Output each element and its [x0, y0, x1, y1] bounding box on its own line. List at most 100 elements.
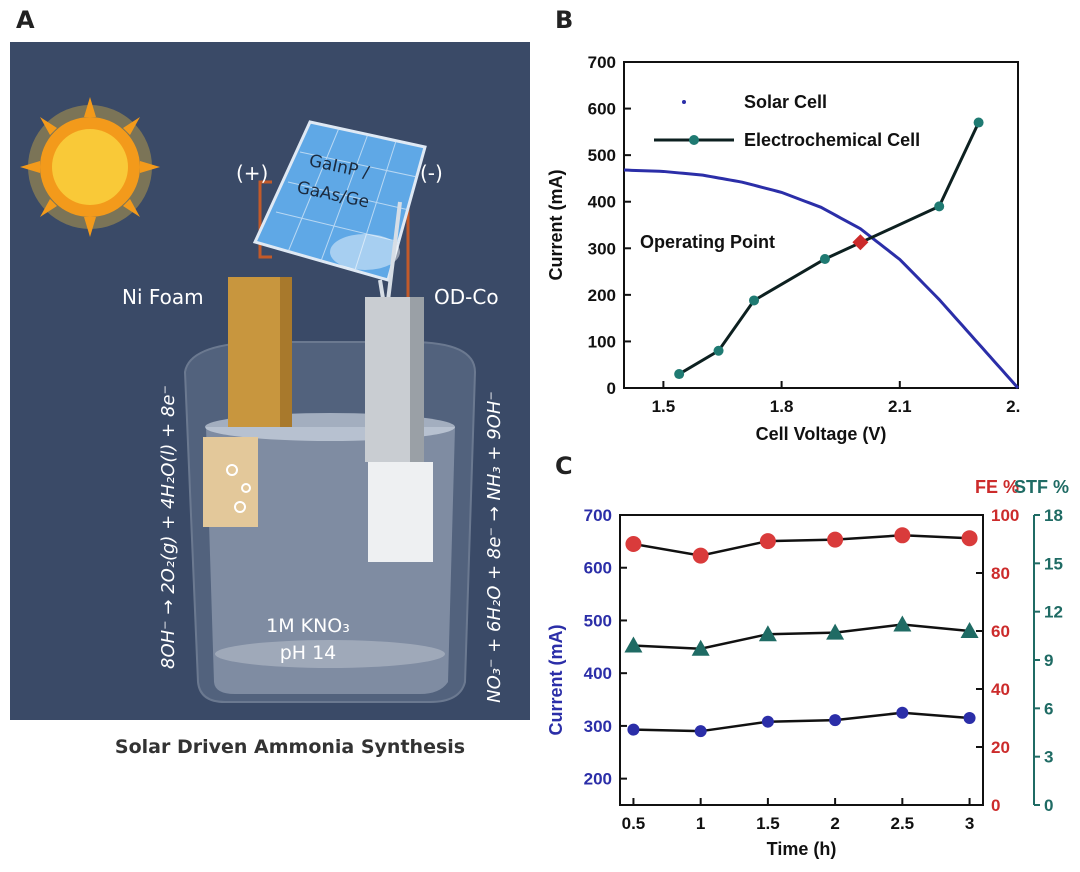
stf-tick-label: 9 — [1044, 651, 1053, 670]
schematic-illustration: GaInP / GaAs/Ge (+) (-) Ni Foam OD-Co 1M… — [20, 97, 505, 703]
left-y-tick-label: 700 — [584, 506, 612, 525]
stf-data-point — [893, 615, 912, 632]
stf-tick-label: 18 — [1044, 506, 1063, 525]
fe-data-point — [692, 547, 709, 564]
anode-reaction: 8OH⁻ → 2O₂(g) + 4H₂O(l) + 8e⁻ — [158, 385, 179, 669]
fe-tick-label: 80 — [991, 564, 1010, 583]
x-tick-label: 2.1 — [888, 397, 912, 416]
current-data-point — [963, 712, 976, 724]
y-tick-label: 500 — [588, 146, 616, 165]
left-electrode-label: Ni Foam — [122, 285, 204, 309]
electrochemical-data-point — [973, 117, 984, 128]
y-tick-label: 300 — [588, 239, 616, 258]
x-tick-label: 1.5 — [652, 397, 676, 416]
stf-tick-label: 3 — [1044, 748, 1053, 767]
stf-series-line — [633, 623, 970, 650]
fe-data-point — [961, 530, 978, 547]
left-y-axis-title: Current (mA) — [546, 624, 566, 735]
y-tick-label: 700 — [588, 53, 616, 72]
x-tick-label: 3 — [965, 814, 974, 833]
fe-series-line — [633, 534, 970, 557]
current-data-point — [627, 723, 640, 736]
y-tick-label: 200 — [588, 286, 616, 305]
ni-foam-electrode — [203, 277, 292, 527]
panel-label-b: B — [555, 6, 574, 34]
operating-point-label: Operating Point — [640, 232, 775, 252]
x-tick-label: 1 — [696, 814, 705, 833]
stf-tick-label: 12 — [1044, 603, 1063, 622]
x-tick-label: 1.5 — [756, 814, 780, 833]
solar-cell-curve — [623, 168, 1020, 389]
y-tick-label: 0 — [607, 379, 616, 398]
sun-icon — [20, 97, 160, 237]
x-tick-label: 2.5 — [891, 814, 915, 833]
fe-tick-label: 100 — [991, 506, 1019, 525]
negative-terminal-label: (-) — [420, 161, 443, 185]
electrochemical-data-point — [713, 345, 724, 356]
fe-data-point — [625, 536, 642, 552]
stf-tick-label: 6 — [1044, 699, 1053, 718]
fe-tick-label: 0 — [991, 796, 1000, 815]
x-tick-label: 0.5 — [622, 814, 646, 833]
x-tick-label: 1.8 — [770, 397, 794, 416]
plot-frame — [623, 61, 1019, 389]
electrochemical-data-point — [819, 253, 830, 264]
plot-frame — [619, 514, 984, 806]
electrolyte-label-line1: 1M KNO₃ — [266, 615, 350, 637]
fe-data-point — [827, 531, 844, 548]
left-y-tick-label: 400 — [584, 664, 612, 683]
left-y-tick-label: 600 — [584, 559, 612, 578]
electrochemical-cell-line — [678, 121, 980, 376]
electrochemical-data-point — [674, 369, 685, 380]
current-data-point — [761, 715, 774, 728]
stf-tick-label: 0 — [1044, 796, 1053, 815]
current-data-point — [694, 725, 707, 738]
current-series-line — [633, 711, 970, 733]
fe-tick-label: 20 — [991, 738, 1010, 757]
left-y-tick-label: 200 — [584, 770, 612, 789]
stf-data-point — [826, 623, 845, 640]
electrochemical-data-point — [934, 201, 945, 212]
left-y-tick-label: 500 — [584, 611, 612, 630]
stf-tick-label: 15 — [1044, 554, 1063, 573]
stf-data-point — [758, 625, 777, 642]
cathode-reaction: NO₃⁻ + 6H₂O + 8e⁻ → NH₃ + 9OH⁻ — [484, 391, 505, 703]
chart-b: 0 100 200 300 400 500 600 700 1.5 1.8 2.1 2.4 Cell V… — [546, 53, 1020, 444]
y-tick-label: 600 — [588, 100, 616, 119]
legend-solar-cell-label: Solar Cell — [744, 92, 827, 112]
panel-label-a: A — [16, 6, 35, 34]
legend-electrochemical-marker — [689, 135, 699, 145]
schematic-panel: GaInP / GaAs/Ge (+) (-) Ni Foam OD-Co 1M… — [10, 42, 530, 720]
stf-axis-title: STF % — [1014, 477, 1069, 497]
fe-data-point — [894, 527, 911, 544]
y-axis-title: Current (mA) — [546, 169, 566, 280]
x-tick-label: 2 — [830, 814, 839, 833]
left-y-tick-label: 300 — [584, 717, 612, 736]
x-tick-label: 2.4 — [1006, 397, 1020, 416]
fe-axis-title: FE % — [975, 477, 1019, 497]
right-electrode-label: OD-Co — [434, 285, 499, 309]
electrolyte-label-line2: pH 14 — [280, 642, 337, 664]
current-data-point — [896, 706, 909, 719]
positive-terminal-label: (+) — [236, 161, 268, 185]
panel-label-c: C — [555, 452, 573, 480]
y-tick-label: 400 — [588, 193, 616, 212]
electrochemical-data-point — [749, 295, 760, 306]
y-tick-label: 100 — [588, 332, 616, 351]
stf-data-point — [960, 622, 979, 638]
operating-point-marker — [852, 234, 869, 251]
fe-data-point — [759, 533, 776, 550]
x-axis-title: Time (h) — [767, 839, 837, 859]
fe-tick-label: 60 — [991, 622, 1010, 641]
solar-panel — [252, 120, 427, 318]
od-co-electrode — [365, 297, 433, 562]
stf-data-point — [691, 639, 710, 656]
figure-caption: Solar Driven Ammonia Synthesis — [114, 736, 466, 758]
legend-solar-cell-marker — [682, 100, 686, 104]
x-axis-title: Cell Voltage (V) — [756, 424, 887, 444]
stf-data-point — [624, 636, 643, 653]
fe-tick-label: 40 — [991, 680, 1010, 699]
legend-electrochemical-label: Electrochemical Cell — [744, 130, 920, 150]
current-data-point — [829, 714, 842, 727]
